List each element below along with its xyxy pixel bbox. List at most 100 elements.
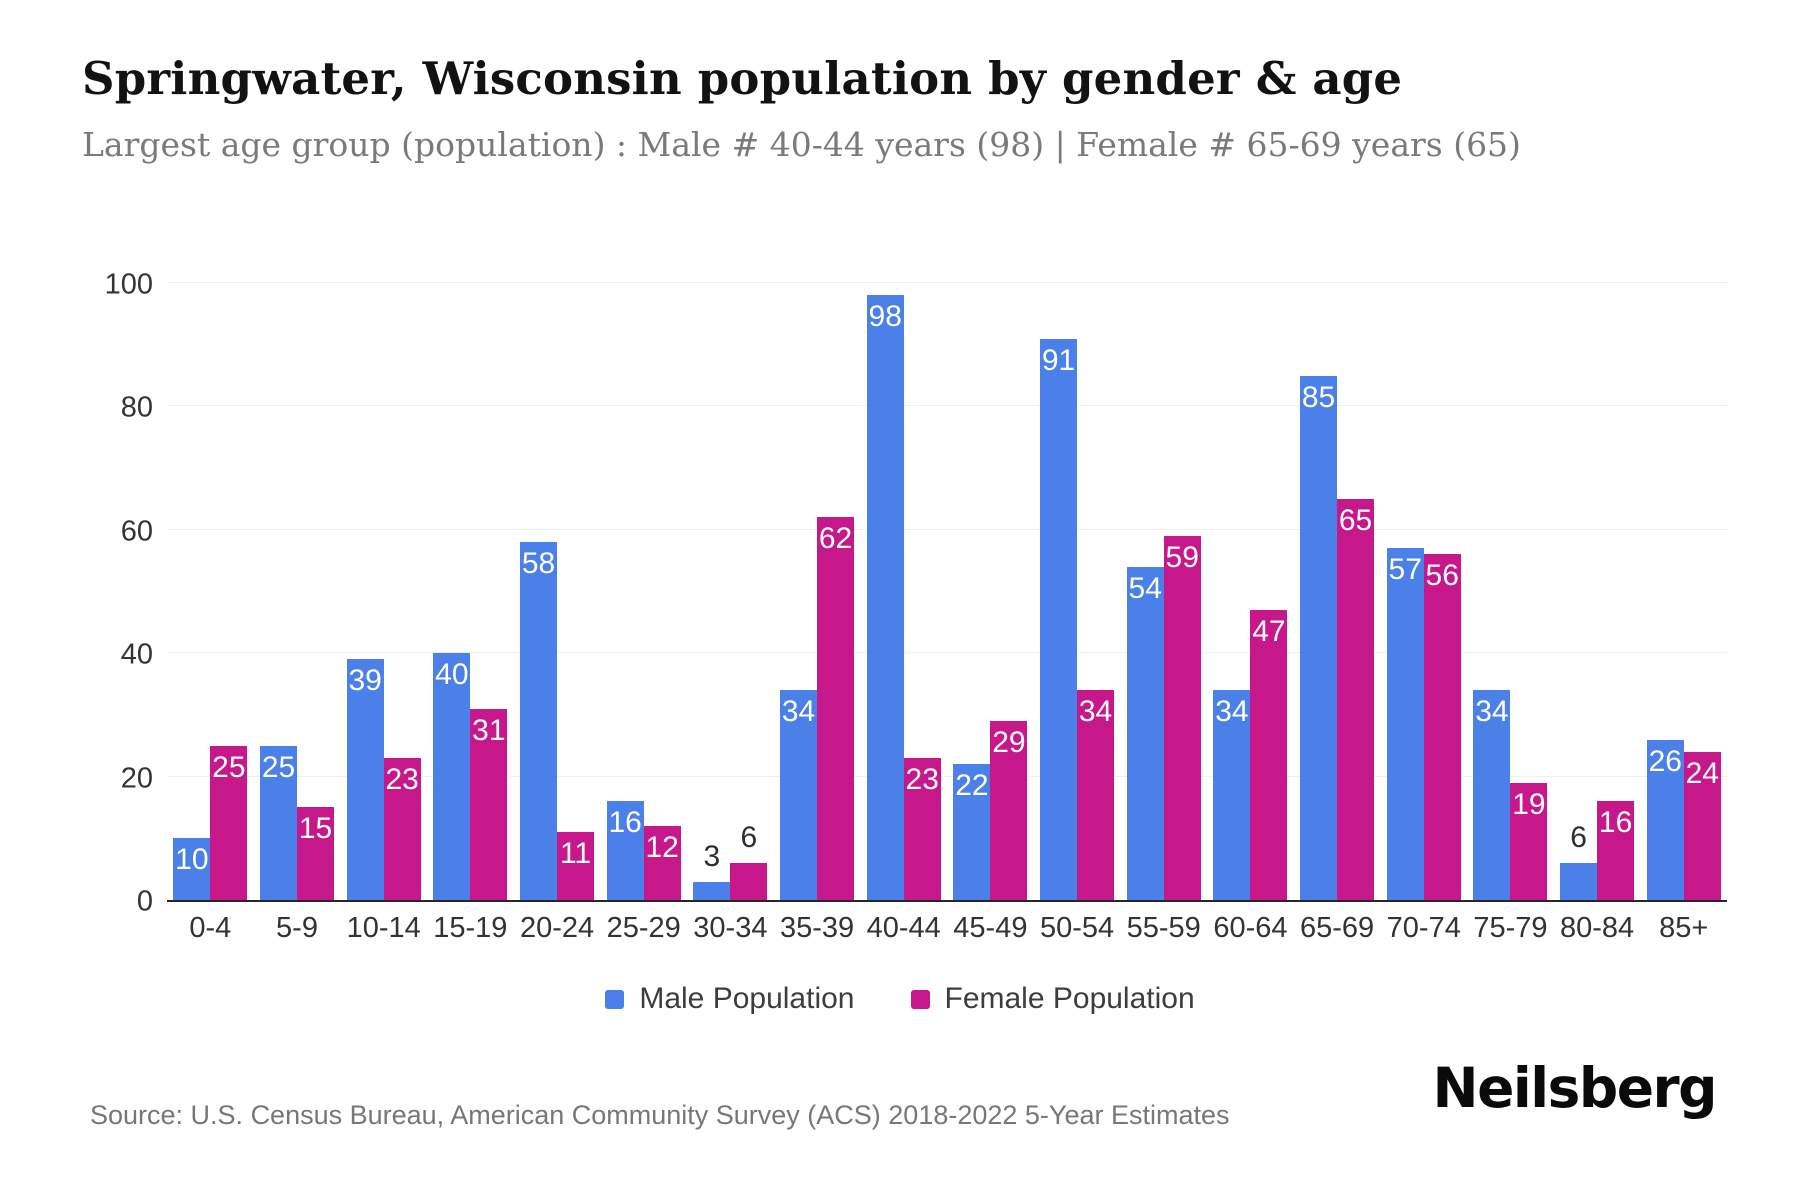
bar-value-label: 57 <box>1388 553 1422 587</box>
chart-legend: Male Population Female Population <box>0 982 1800 1016</box>
bar-value-label: 16 <box>1598 806 1633 840</box>
bar-value-label: 25 <box>261 750 296 784</box>
bar-value-label: 19 <box>1512 787 1546 821</box>
bar-value-label: 47 <box>1252 615 1286 649</box>
page-subtitle: Largest age group (population) : Male # … <box>82 125 1521 164</box>
bar-female-25-29[interactable]: 12 <box>643 825 681 900</box>
y-tick-label-0: 0 <box>136 885 153 918</box>
bar-value-label: 31 <box>472 713 506 747</box>
bar-value-label: 29 <box>992 726 1026 760</box>
bar-value-label: 98 <box>868 300 902 334</box>
x-tick-label-80-84: 80-84 <box>1560 912 1635 944</box>
bar-male-10-14[interactable]: 39 <box>346 659 384 900</box>
bar-female-35-39[interactable]: 62 <box>817 517 855 900</box>
x-tick-label-70-74: 70-74 <box>1386 912 1461 944</box>
x-tick-label-35-39: 35-39 <box>779 912 855 944</box>
bar-male-50-54[interactable]: 91 <box>1040 338 1078 900</box>
y-tick-label-100: 100 <box>104 268 153 301</box>
bar-value-label: 15 <box>298 812 333 846</box>
neilsberg-logo: Neilsberg <box>1432 1056 1718 1120</box>
bar-male-20-24[interactable]: 58 <box>520 542 558 900</box>
bar-male-35-39[interactable]: 34 <box>780 690 818 900</box>
bar-female-75-79[interactable]: 19 <box>1510 782 1548 900</box>
bar-female-40-44[interactable]: 23 <box>903 758 941 900</box>
bar-male-70-74[interactable]: 57 <box>1386 548 1424 900</box>
x-tick-label-55-59: 55-59 <box>1126 912 1201 944</box>
bar-female-5-9[interactable]: 15 <box>297 807 334 900</box>
bar-male-75-79[interactable]: 34 <box>1473 690 1511 900</box>
bar-group-35-39: 34 62 35-39 <box>774 285 861 944</box>
bar-female-50-54[interactable]: 34 <box>1077 690 1115 900</box>
bar-male-45-49[interactable]: 22 <box>953 764 991 900</box>
bar-female-85+[interactable]: 24 <box>1683 751 1721 900</box>
y-tick-label-80: 80 <box>120 391 153 424</box>
male-swatch-icon <box>605 989 625 1009</box>
bar-male-5-9[interactable]: 25 <box>260 745 297 900</box>
bar-female-70-74[interactable]: 56 <box>1423 554 1461 900</box>
bar-male-55-59[interactable]: 54 <box>1126 566 1164 900</box>
bar-group-30-34: 3 6 30-34 <box>687 285 774 944</box>
bar-group-25-29: 16 12 25-29 <box>600 285 687 944</box>
bar-group-5-9: 25 15 5-9 <box>254 285 341 944</box>
bar-female-60-64[interactable]: 47 <box>1250 610 1288 900</box>
bar-group-65-69: 85 65 65-69 <box>1294 285 1381 944</box>
gridline-100 <box>167 282 1727 283</box>
bar-male-85+[interactable]: 26 <box>1646 739 1684 900</box>
bar-male-40-44[interactable]: 98 <box>866 295 904 900</box>
bar-group-10-14: 39 23 10-14 <box>340 285 427 944</box>
bar-male-65-69[interactable]: 85 <box>1300 375 1338 900</box>
bar-female-80-84[interactable]: 16 <box>1597 801 1635 900</box>
bar-group-45-49: 22 29 45-49 <box>947 285 1034 944</box>
female-swatch-icon <box>910 989 930 1009</box>
bar-value-label: 23 <box>905 763 939 797</box>
legend-item-female[interactable]: Female Population <box>910 982 1195 1016</box>
x-tick-label-5-9: 5-9 <box>276 912 318 944</box>
bar-female-55-59[interactable]: 59 <box>1163 535 1201 900</box>
gridline-60 <box>167 528 1727 530</box>
bar-group-15-19: 40 31 15-19 <box>427 285 514 944</box>
bar-value-label: 34 <box>1078 695 1113 729</box>
bar-value-label: 54 <box>1128 571 1162 605</box>
bar-value-label: 11 <box>559 837 592 871</box>
bar-value-label: 26 <box>1648 744 1682 778</box>
x-tick-label-20-24: 20-24 <box>519 912 595 944</box>
y-tick-label-40: 40 <box>120 638 153 671</box>
bar-group-55-59: 54 59 55-59 <box>1120 285 1207 944</box>
bar-value-label: 3 <box>703 839 721 873</box>
bar-male-0-4[interactable]: 10 <box>173 838 211 900</box>
legend-item-male[interactable]: Male Population <box>605 982 855 1016</box>
x-tick-label-75-79: 75-79 <box>1473 912 1548 944</box>
bar-value-label: 85 <box>1301 380 1336 414</box>
bar-female-30-34[interactable]: 6 <box>730 821 768 900</box>
bar-female-0-4[interactable]: 25 <box>210 745 248 900</box>
bar-value-label: 10 <box>175 843 209 877</box>
bar-female-10-14[interactable]: 23 <box>383 758 421 900</box>
x-tick-label-0-4: 0-4 <box>189 912 232 944</box>
bar-group-85+: 26 24 85+ <box>1640 285 1727 944</box>
bar-male-25-29[interactable]: 16 <box>606 801 644 900</box>
bar-male-30-34[interactable]: 3 <box>693 840 731 900</box>
bar-group-75-79: 34 19 75-79 <box>1467 285 1554 944</box>
bar-value-label: 39 <box>348 664 382 698</box>
plot-area: 0 20 40 60 80 100 10 25 0-4 25 15 5-9 39 23 10-14 40 31… <box>105 269 1727 944</box>
bar-female-15-19[interactable]: 31 <box>470 708 508 900</box>
bar-value-label: 34 <box>781 695 816 729</box>
x-tick-label-45-49: 45-49 <box>953 912 1028 944</box>
x-tick-label-50-54: 50-54 <box>1039 912 1115 944</box>
x-tick-label-40-44: 40-44 <box>866 912 941 944</box>
bar-female-65-69[interactable]: 65 <box>1337 498 1375 900</box>
bar-group-70-74: 57 56 70-74 <box>1380 285 1467 944</box>
bar-male-60-64[interactable]: 34 <box>1213 690 1251 900</box>
bar-value-label: 62 <box>818 522 853 556</box>
bar-male-80-84[interactable]: 6 <box>1560 821 1598 900</box>
bar-female-20-24[interactable]: 11 <box>557 832 595 900</box>
bar-male-15-19[interactable]: 40 <box>433 653 471 900</box>
bar-group-20-24: 58 11 20-24 <box>514 285 601 944</box>
bar-value-label: 34 <box>1215 695 1249 729</box>
bar-value-label: 6 <box>740 820 758 854</box>
bar-value-label: 58 <box>521 547 556 581</box>
bar-female-45-49[interactable]: 29 <box>990 721 1028 900</box>
bar-groups: 10 25 0-4 25 15 5-9 39 23 10-14 40 31 15-19 58 11 20-2… <box>167 285 1727 944</box>
x-tick-label-85+: 85+ <box>1659 912 1709 944</box>
